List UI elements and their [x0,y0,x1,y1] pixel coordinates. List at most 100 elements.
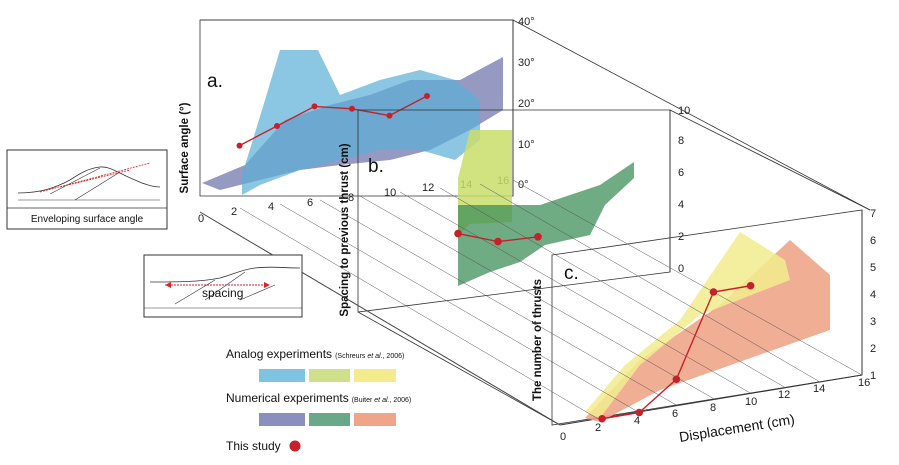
panel-c-ytick: 2 [870,343,876,355]
panel-b-numerical-envelope [458,162,634,286]
panel-a-this-study-point [386,112,393,119]
panel-a-ylabel: Surface angle (°) [179,102,191,193]
panel-c-xtick: 6 [672,408,678,420]
floor-gridline [479,183,821,383]
inset-spacing-caption: spacing [202,286,243,300]
panel-b-this-study-point [454,229,462,238]
panel-c-ytick: 4 [870,289,876,301]
panel-c-numerical-envelope [585,240,830,422]
panel-c-analog-envelope [585,232,790,418]
panel-b: b. Spacing to previous thrust (cm) 10 8 … [339,105,871,426]
inset-wedge-outline [17,166,161,194]
panel-c: c. The number of thrusts 7 6 5 4 3 2 1 0… [532,208,876,445]
panel-c-xtick: 12 [778,389,790,401]
panel-c-xtick: 0 [560,431,566,443]
panel-c-xtick: 14 [813,383,825,395]
panel-c-xlabel: Displacement (cm) [678,411,796,445]
panel-a-xtick: 8 [348,192,354,204]
legend-analog-label: Analog experiments (Schreurs et al., 2006… [226,347,404,361]
inset-surface-angle: Enveloping surface angle [6,149,168,230]
panel-a-yticks: 40° 30° 20° 10° 0° [518,16,535,191]
panel-b-ylabel: Spacing to previous thrust (cm) [339,143,351,316]
panel-b-floor [357,311,561,426]
panel-b-this-study-point [534,233,542,241]
panel-c-xtick: 10 [745,396,757,408]
panel-b-this-study-point [494,237,502,246]
panel-c-ytick: 7 [870,208,876,220]
legend-swatch-numerical-c [354,413,396,426]
legend-swatch-numerical-b [309,413,350,426]
floor-gridline [439,187,787,389]
panel-a-letter: a. [207,71,223,92]
panel-a-xtick: 6 [307,197,313,209]
panel-a-ytick: 20° [518,98,535,110]
panel-a-xtick: 12 [422,182,434,194]
legend: Analog experiments (Schreurs et al., 2006… [226,347,411,453]
floor-gridline [399,191,753,395]
floor-gridline [359,195,717,401]
panel-c-xticks: 0 2 4 6 8 10 12 14 16 [560,377,870,443]
panel-a-xtick: 2 [231,206,237,218]
panel-b-top-diagonal [669,109,871,211]
panel-c-letter: c. [564,263,579,284]
panel-a-ytick: 40° [518,16,535,28]
legend-swatch-numerical-a [259,413,305,426]
panel-c-ytick: 3 [870,316,876,328]
panel-a-xtick: 10 [384,187,396,199]
legend-this-study-label: This study [226,439,281,453]
panel-a-analog-envelope [242,50,480,195]
panel-c-xtick: 4 [634,415,640,427]
panel-c-ytick: 1 [870,370,876,382]
panel-a-this-study-point [311,103,318,110]
inset-angle-lines [39,162,151,193]
panel-a-top-diagonal [512,19,871,211]
panel-c-yticks: 7 6 5 4 3 2 1 [870,208,876,382]
panel-c-ylabel: The number of thrusts [532,279,544,401]
panel-c-this-study-point [672,375,681,384]
panel-b-ytick: 0 [678,263,684,275]
legend-swatch-analog-a [259,369,305,382]
panel-a-this-study-point [424,93,430,99]
panel-b-this-study-series [454,229,542,246]
panel-c-xtick: 16 [858,377,870,389]
floor-gridline [239,207,601,421]
legend-this-study-marker [289,440,301,452]
panel-c-ytick: 6 [870,235,876,247]
floor-grid [199,179,863,426]
legend-numerical-label: Numerical experiments (Buiter et al., 200… [226,391,411,405]
inset-surface-angle-caption: Enveloping surface angle [31,214,144,225]
panel-b-ytick: 6 [678,167,684,179]
panel-b-letter: b. [368,156,384,177]
panel-a-this-study-point [274,123,280,129]
legend-swatch-analog-c [354,369,396,382]
panel-a-ytick: 30° [518,57,535,69]
floor-gridline [279,203,641,414]
inset-surface-angle-frame [6,149,168,230]
floor-gridline [199,211,561,426]
panel-c-ytick: 5 [870,262,876,274]
panel-b-ytick: 4 [678,199,684,211]
panel-a-this-study-point [236,142,243,149]
floor-gridline [319,199,679,407]
panel-c-xtick: 8 [710,402,716,414]
panel-b-ytick: 10 [678,105,690,117]
panel-b-ytick: 8 [678,135,684,147]
legend-swatch-analog-b [309,369,350,382]
floor-gridline [512,179,863,376]
panel-a-ytick: 0° [518,179,529,191]
panel-a-ytick: 10° [518,139,535,151]
panel-b-ytick: 2 [678,231,684,243]
inset-wedge-base [18,167,160,201]
inset-spacing-thrusts [174,271,276,305]
panel-a-xtick: 4 [268,201,274,213]
panel-c-this-study-point [746,281,755,290]
panel-a-this-study-line [239,95,428,147]
panel-a-this-study-series [236,93,430,149]
panel-c-this-study-point [598,414,606,423]
panel-b-yticks: 10 8 6 4 2 0 [678,105,690,275]
inset-spacing: spacing [143,254,303,318]
panel-a-xtick: 0 [198,213,204,225]
inset-spacing-wedge [149,266,301,283]
